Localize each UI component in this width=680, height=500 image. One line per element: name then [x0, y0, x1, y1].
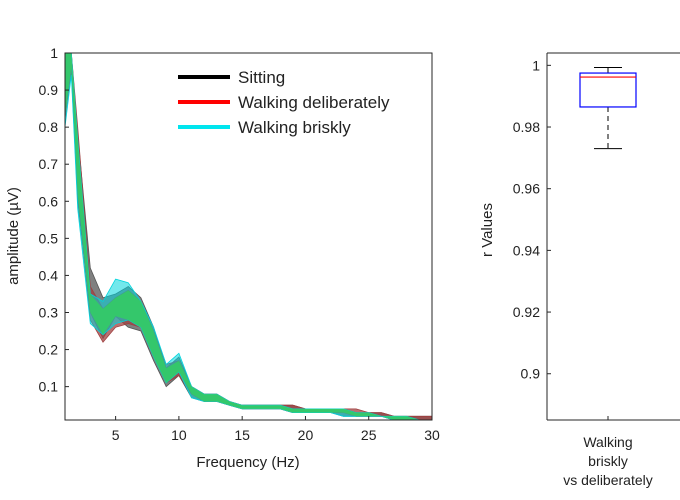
legend-label: Walking deliberately	[238, 93, 390, 112]
x-tick-label: 25	[361, 427, 377, 443]
y-tick-label: 0.2	[39, 342, 59, 358]
y-tick-label: 1	[532, 57, 540, 73]
y-tick-label: 0.92	[513, 304, 540, 320]
legend-label: Walking briskly	[238, 118, 351, 137]
y-tick-label: 1	[50, 45, 58, 61]
y-tick-label: 0.9	[39, 82, 59, 98]
spectrum-legend: Sitting Walking deliberately Walking brisk…	[178, 68, 390, 137]
y-tick-label: 0.7	[39, 156, 59, 172]
spectrum-y-axis-label: amplitude (µV)	[5, 187, 22, 285]
x-tick-label: 15	[234, 427, 250, 443]
y-tick-label: 0.4	[39, 267, 59, 283]
spectrum-chart: 5 10 15 20 25 30 0.1 0.2 0.3 0.4 0.5 0.6 0.7 0.8 0.9 1…	[5, 45, 440, 471]
category-label: briskly	[588, 453, 628, 469]
y-tick-label: 0.96	[513, 181, 540, 197]
spectrum-x-axis-label: Frequency (Hz)	[196, 454, 299, 471]
spectrum-bands	[65, 53, 432, 420]
y-tick-label: 0.1	[39, 379, 59, 395]
spectrum-y-ticks: 0.1 0.2 0.3 0.4 0.5 0.6 0.7 0.8 0.9 1	[39, 45, 69, 395]
x-tick-label: 30	[424, 427, 440, 443]
boxplot-category-labels: Walking briskly vs deliberately	[563, 434, 653, 488]
y-tick-label: 0.3	[39, 304, 59, 320]
boxplot-y-axis-label: r Values	[479, 203, 496, 257]
y-tick-label: 0.5	[39, 230, 59, 246]
y-tick-label: 0.94	[513, 242, 540, 258]
spectrum-x-ticks: 5 10 15 20 25 30	[112, 416, 440, 443]
category-label: Walking	[583, 434, 632, 450]
y-tick-label: 0.98	[513, 119, 540, 135]
y-tick-label: 0.6	[39, 193, 59, 209]
spectrum-plot-frame	[64, 52, 433, 421]
y-tick-label: 0.8	[39, 119, 59, 135]
boxplot-y-ticks: 0.9 0.92 0.94 0.96 0.98 1	[513, 57, 551, 382]
category-label: vs deliberately	[563, 472, 653, 488]
x-tick-label: 5	[112, 427, 120, 443]
spectrum-plot-area	[65, 53, 432, 420]
legend-label: Sitting	[238, 68, 285, 87]
x-tick-label: 10	[171, 427, 187, 443]
boxplot-boxes	[579, 66, 637, 420]
box-iqr	[579, 72, 637, 108]
boxplot-plot-area	[547, 53, 680, 420]
x-tick-label: 20	[298, 427, 314, 443]
boxplot-chart: 0.9 0.92 0.94 0.96 0.98 1 Walking briskly vs de…	[479, 52, 680, 488]
y-tick-label: 0.9	[521, 366, 541, 382]
